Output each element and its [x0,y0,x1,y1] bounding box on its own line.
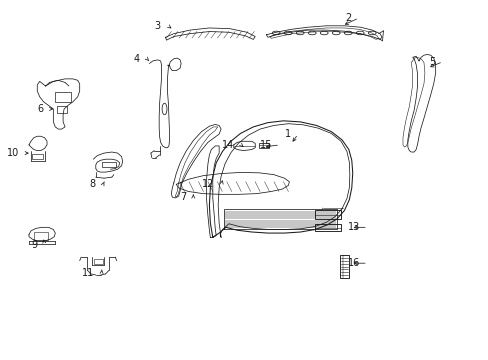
Text: 11: 11 [82,267,94,278]
Text: 16: 16 [347,258,360,268]
Text: 14: 14 [221,140,233,150]
Text: 2: 2 [345,13,351,23]
Bar [34,232,48,240]
Text: 12: 12 [202,179,214,189]
Text: 1: 1 [284,129,290,139]
Bar [339,255,348,278]
Bar [102,162,116,167]
Text: 8: 8 [89,179,96,189]
Text: 6: 6 [38,104,43,114]
Text: 3: 3 [154,21,160,31]
Text: 9: 9 [31,239,37,249]
Text: 10: 10 [7,148,19,158]
Bar [57,106,67,113]
Bar [55,92,71,102]
Bar [94,259,102,264]
Text: 15: 15 [260,140,272,150]
Text: 4: 4 [133,54,140,64]
Bar [259,143,268,148]
Bar [32,154,43,159]
Text: 7: 7 [180,192,185,202]
Text: 5: 5 [428,57,435,67]
Text: 13: 13 [347,222,360,232]
